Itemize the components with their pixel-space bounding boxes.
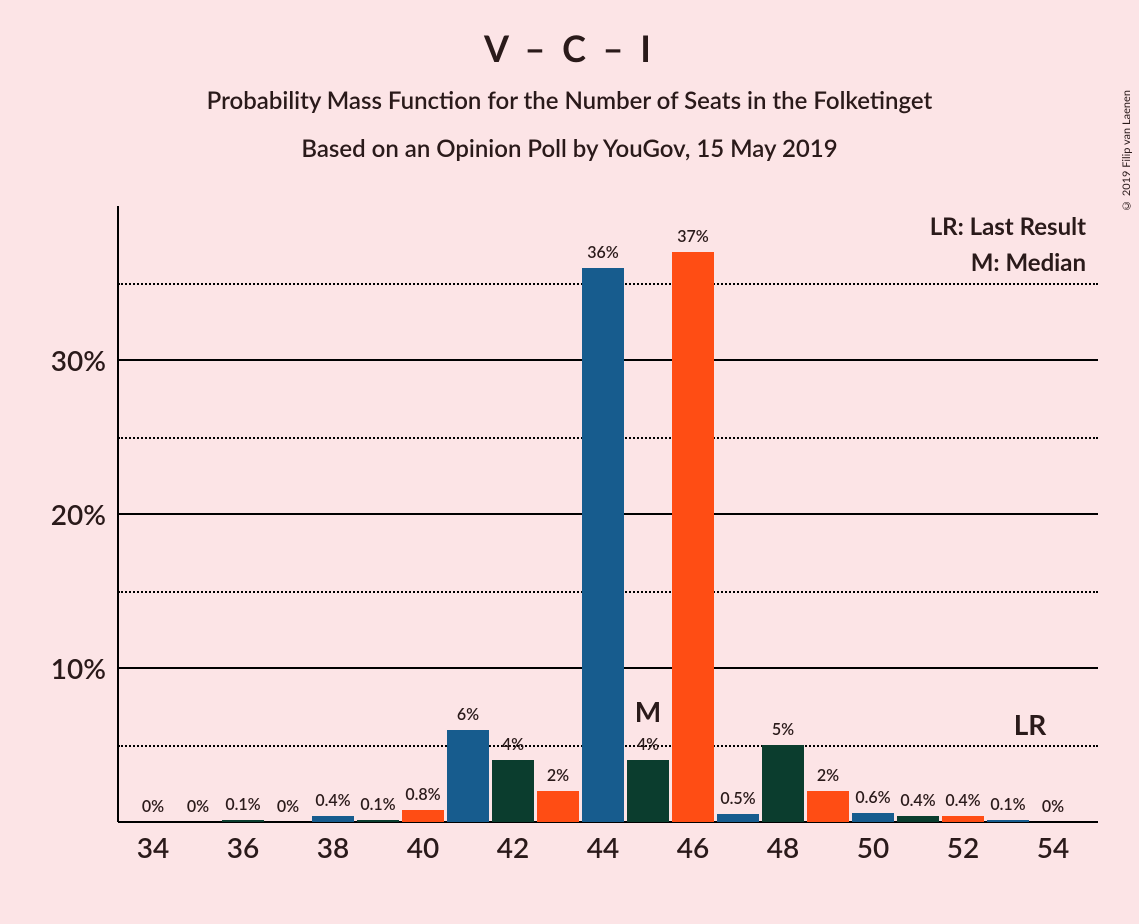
y-tick-label: 10% — [51, 651, 106, 685]
bar-value-label: 2% — [547, 766, 569, 785]
bar-value-label: 0.5% — [720, 789, 755, 808]
chart-bar — [537, 791, 579, 822]
chart-plot-area: 10%20%30%34363840424446485052540%0%0.1%0… — [118, 206, 1098, 822]
bar-value-label: 37% — [677, 227, 709, 246]
chart-subtitle-1: Probability Mass Function for the Number… — [0, 86, 1139, 115]
chart-bar — [672, 252, 714, 822]
x-tick-label: 42 — [497, 830, 529, 864]
chart-bar — [627, 760, 669, 822]
bar-value-label: 2% — [817, 766, 839, 785]
chart-bar — [717, 814, 759, 822]
bar-value-label: 0.1% — [360, 795, 395, 814]
x-tick-label: 48 — [767, 830, 799, 864]
x-tick-label: 52 — [947, 830, 979, 864]
x-tick-label: 40 — [407, 830, 439, 864]
bar-value-label: 0.4% — [945, 791, 980, 810]
legend-lr: LR: Last Result — [930, 212, 1086, 241]
bar-value-label: 6% — [457, 705, 479, 724]
bar-value-label: 0% — [1042, 797, 1064, 816]
chart-bar — [312, 816, 354, 822]
x-tick-label: 34 — [137, 830, 169, 864]
x-tick-label: 50 — [857, 830, 889, 864]
chart-bar — [897, 816, 939, 822]
chart-bar — [402, 810, 444, 822]
chart-bar — [762, 745, 804, 822]
bar-value-label: 0.1% — [990, 795, 1025, 814]
marker-median: M — [635, 694, 661, 728]
bar-value-label: 0% — [277, 797, 299, 816]
bar-value-label: 5% — [772, 720, 794, 739]
bar-value-label: 0.8% — [405, 785, 440, 804]
bar-value-label: 0% — [142, 797, 164, 816]
copyright-text: © 2019 Filip van Laenen — [1120, 90, 1133, 212]
legend-m: M: Median — [971, 248, 1086, 277]
y-tick-label: 30% — [51, 343, 106, 377]
chart-title: V – C – I — [0, 26, 1139, 70]
chart-bar — [492, 760, 534, 822]
chart-subtitle-2: Based on an Opinion Poll by YouGov, 15 M… — [0, 134, 1139, 163]
chart-bar — [582, 268, 624, 822]
y-tick-label: 20% — [51, 497, 106, 531]
bar-value-label: 0.4% — [315, 791, 350, 810]
x-tick-label: 38 — [317, 830, 349, 864]
bar-value-label: 0% — [187, 797, 209, 816]
chart-bar — [987, 820, 1029, 822]
bar-value-label: 0.6% — [855, 788, 890, 807]
marker-last-result: LR — [1014, 707, 1047, 741]
chart-bar — [807, 791, 849, 822]
chart-bar — [222, 820, 264, 822]
x-tick-label: 46 — [677, 830, 709, 864]
chart-bar — [942, 816, 984, 822]
bar-value-label: 4% — [502, 735, 524, 754]
bar-value-label: 0.1% — [225, 795, 260, 814]
x-tick-label: 54 — [1037, 830, 1069, 864]
bar-value-label: 4% — [637, 735, 659, 754]
chart-bar — [447, 730, 489, 822]
x-tick-label: 36 — [227, 830, 259, 864]
bar-value-label: 36% — [587, 243, 619, 262]
bar-value-label: 0.4% — [900, 791, 935, 810]
chart-bar — [357, 820, 399, 822]
x-tick-label: 44 — [587, 830, 619, 864]
chart-bar — [852, 813, 894, 822]
